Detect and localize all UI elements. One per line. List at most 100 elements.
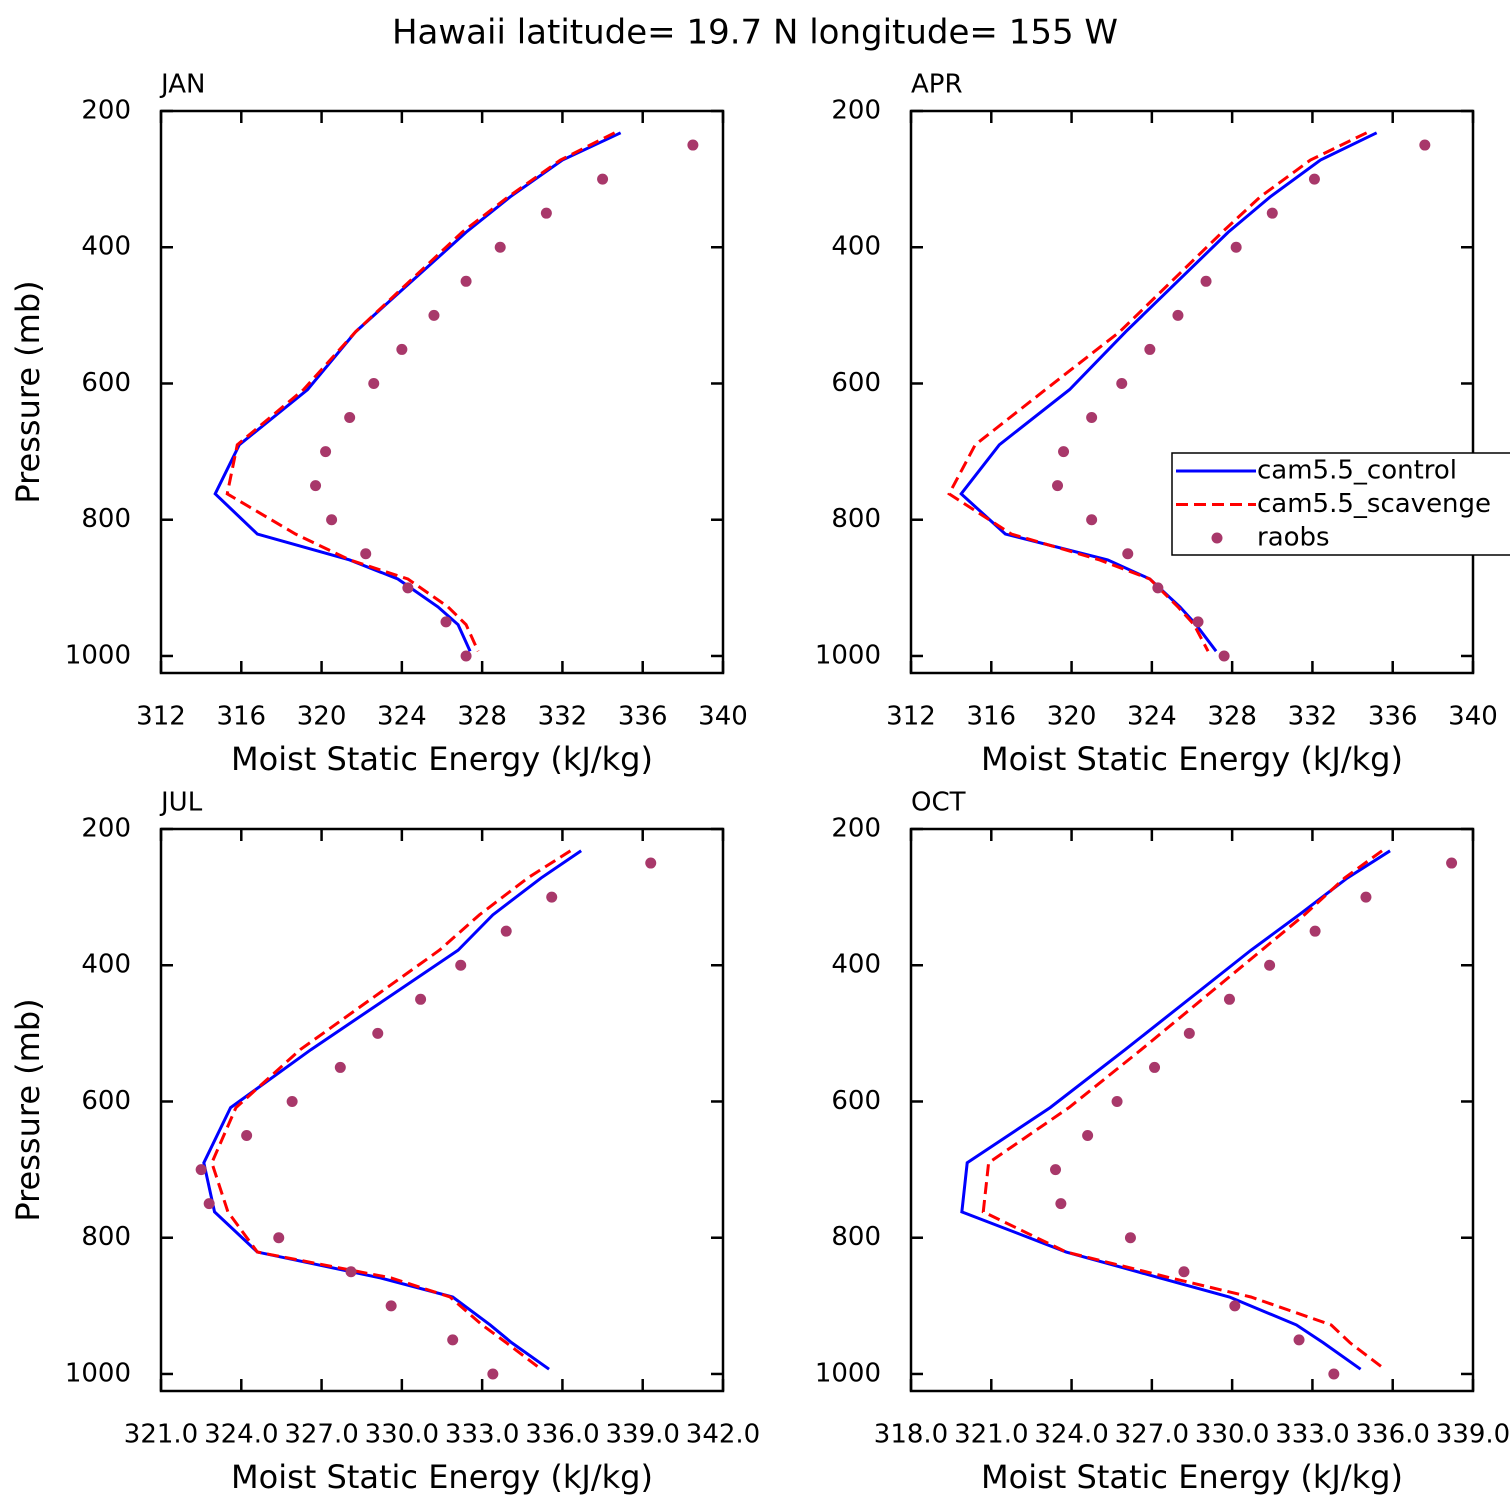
obs-point	[1144, 343, 1156, 355]
x-tick-label: 336.0	[1355, 1420, 1429, 1450]
x-tick-label: 320	[1047, 702, 1097, 732]
y-tick-label: 600	[831, 1086, 881, 1116]
x-tick-label: 333.0	[1275, 1420, 1349, 1450]
obs-point	[460, 275, 472, 287]
x-tick-label: 339.0	[605, 1420, 679, 1450]
panel-title: APR	[911, 70, 963, 100]
x-tick-label: 340	[1448, 702, 1498, 732]
plot-frame	[159, 109, 725, 675]
x-tick-label: 327.0	[1115, 1420, 1189, 1450]
y-tick-label: 600	[831, 368, 881, 398]
x-tick-label: 333.0	[445, 1420, 519, 1450]
obs-point	[645, 857, 657, 869]
obs-point	[440, 616, 452, 628]
y-tick-label: 800	[831, 504, 881, 534]
y-tick-label: 400	[81, 232, 131, 262]
plot-frame	[159, 827, 725, 1393]
obs-point	[447, 1334, 459, 1346]
x-tick-label: 320	[297, 702, 347, 732]
obs-point	[1086, 514, 1098, 526]
obs-point	[494, 241, 506, 253]
figure-title: Hawaii latitude= 19.7 N longitude= 155 W	[392, 13, 1118, 53]
obs-point	[402, 582, 414, 594]
y-axis-title: Pressure (mb)	[9, 280, 47, 503]
obs-point	[372, 1027, 384, 1039]
obs-point	[396, 343, 408, 355]
obs-point	[286, 1095, 298, 1107]
x-axis-title: Moist Static Energy (kJ/kg)	[981, 740, 1403, 778]
x-tick-label: 339.0	[1436, 1420, 1510, 1450]
plot-frame	[909, 109, 1475, 675]
obs-point	[1086, 412, 1098, 424]
y-tick-label: 200	[81, 96, 131, 126]
obs-point	[597, 173, 609, 185]
profile-line	[202, 849, 583, 1371]
obs-point	[455, 959, 467, 971]
x-tick-label: 336	[1368, 702, 1418, 732]
legend-label: raobs	[1257, 523, 1330, 553]
x-tick-label: 340	[698, 702, 748, 732]
obs-point	[540, 207, 552, 219]
y-tick-label: 600	[81, 1086, 131, 1116]
x-tick-label: 332	[1288, 702, 1338, 732]
legend-label: cam5.5_control	[1257, 456, 1457, 486]
y-tick-label: 200	[81, 814, 131, 844]
obs-point	[1309, 925, 1321, 937]
x-tick-label: 328	[1207, 702, 1257, 732]
obs-point	[1082, 1130, 1094, 1142]
y-tick-label: 1000	[65, 1358, 131, 1388]
y-tick-label: 400	[831, 232, 881, 262]
x-tick-label: 321.0	[954, 1420, 1028, 1450]
obs-point	[1178, 1266, 1190, 1278]
y-tick-label: 200	[831, 814, 881, 844]
obs-point	[1192, 616, 1204, 628]
profile-line	[947, 131, 1368, 652]
obs-point	[368, 377, 380, 389]
y-tick-label: 400	[831, 950, 881, 980]
obs-point	[1218, 650, 1230, 662]
x-tick-label: 316	[216, 702, 266, 732]
obs-point	[500, 925, 512, 937]
obs-point	[1230, 241, 1242, 253]
x-tick-label: 324.0	[1034, 1420, 1108, 1450]
obs-point	[345, 1266, 357, 1278]
profile-line	[210, 849, 572, 1371]
x-tick-label: 324	[1127, 702, 1177, 732]
y-tick-label: 600	[81, 368, 131, 398]
obs-point	[1446, 857, 1458, 869]
obs-point	[320, 446, 332, 458]
obs-point	[1058, 446, 1070, 458]
x-tick-label: 312	[136, 702, 186, 732]
y-axis-title: Pressure (mb)	[9, 998, 47, 1221]
obs-point	[1122, 548, 1134, 560]
obs-point	[1172, 309, 1184, 321]
x-axis-title: Moist Static Energy (kJ/kg)	[231, 740, 653, 778]
profile-line	[213, 131, 622, 652]
y-tick-label: 800	[81, 504, 131, 534]
obs-point	[1264, 959, 1276, 971]
x-tick-label: 312	[886, 702, 936, 732]
obs-point	[687, 139, 699, 151]
obs-point	[1183, 1027, 1195, 1039]
x-tick-label: 336.0	[525, 1420, 599, 1450]
y-tick-label: 800	[831, 1222, 881, 1252]
y-tick-label: 1000	[815, 1358, 881, 1388]
obs-point	[546, 891, 558, 903]
panel-title: JAN	[159, 70, 205, 100]
obs-point	[273, 1232, 285, 1244]
x-tick-label: 327.0	[284, 1420, 358, 1450]
obs-point	[1149, 1061, 1161, 1073]
y-tick-label: 1000	[65, 640, 131, 670]
profile-line	[225, 131, 616, 652]
profile-line	[960, 849, 1391, 1371]
obs-point	[1152, 582, 1164, 594]
obs-point	[1050, 1164, 1062, 1176]
y-tick-label: 400	[81, 950, 131, 980]
obs-point	[326, 514, 338, 526]
plot-frame	[909, 827, 1475, 1393]
x-tick-label: 332	[538, 702, 588, 732]
obs-point	[1266, 207, 1278, 219]
panel-title: OCT	[911, 788, 966, 818]
x-axis-title: Moist Static Energy (kJ/kg)	[231, 1458, 653, 1496]
